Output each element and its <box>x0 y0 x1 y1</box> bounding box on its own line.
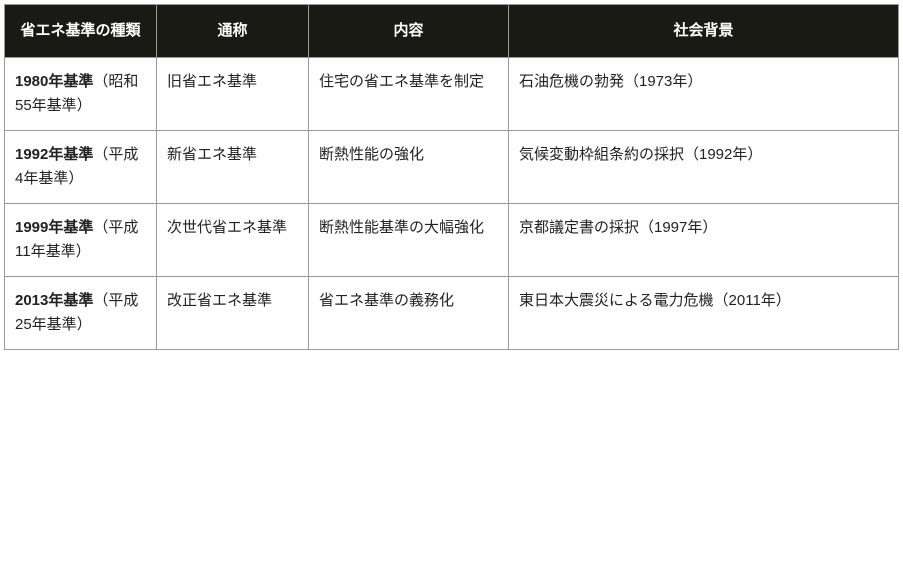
year-label: 1992年基準 <box>15 146 93 163</box>
table-row: 1980年基準（昭和55年基準） 旧省エネ基準 住宅の省エネ基準を制定 石油危機… <box>5 58 899 131</box>
table-row: 2013年基準（平成25年基準） 改正省エネ基準 省エネ基準の義務化 東日本大震… <box>5 277 899 350</box>
column-header-background: 社会背景 <box>509 5 899 58</box>
cell-nickname: 次世代省エネ基準 <box>157 204 309 277</box>
year-label: 2013年基準 <box>15 292 93 309</box>
cell-background: 石油危機の勃発（1973年） <box>509 58 899 131</box>
column-header-type: 省エネ基準の種類 <box>5 5 157 58</box>
cell-content: 省エネ基準の義務化 <box>309 277 509 350</box>
table-row: 1992年基準（平成4年基準） 新省エネ基準 断熱性能の強化 気候変動枠組条約の… <box>5 131 899 204</box>
cell-nickname: 改正省エネ基準 <box>157 277 309 350</box>
energy-standards-table: 省エネ基準の種類 通称 内容 社会背景 1980年基準（昭和55年基準） 旧省エ… <box>4 4 899 350</box>
table-header-row: 省エネ基準の種類 通称 内容 社会背景 <box>5 5 899 58</box>
cell-content: 断熱性能基準の大幅強化 <box>309 204 509 277</box>
cell-type: 1992年基準（平成4年基準） <box>5 131 157 204</box>
cell-background: 東日本大震災による電力危機（2011年） <box>509 277 899 350</box>
year-label: 1999年基準 <box>15 219 93 236</box>
column-header-nickname: 通称 <box>157 5 309 58</box>
cell-nickname: 旧省エネ基準 <box>157 58 309 131</box>
cell-background: 京都議定書の採択（1997年） <box>509 204 899 277</box>
cell-background: 気候変動枠組条約の採択（1992年） <box>509 131 899 204</box>
cell-content: 断熱性能の強化 <box>309 131 509 204</box>
column-header-content: 内容 <box>309 5 509 58</box>
cell-nickname: 新省エネ基準 <box>157 131 309 204</box>
cell-type: 2013年基準（平成25年基準） <box>5 277 157 350</box>
cell-type: 1980年基準（昭和55年基準） <box>5 58 157 131</box>
cell-type: 1999年基準（平成11年基準） <box>5 204 157 277</box>
cell-content: 住宅の省エネ基準を制定 <box>309 58 509 131</box>
year-label: 1980年基準 <box>15 73 93 90</box>
table-row: 1999年基準（平成11年基準） 次世代省エネ基準 断熱性能基準の大幅強化 京都… <box>5 204 899 277</box>
